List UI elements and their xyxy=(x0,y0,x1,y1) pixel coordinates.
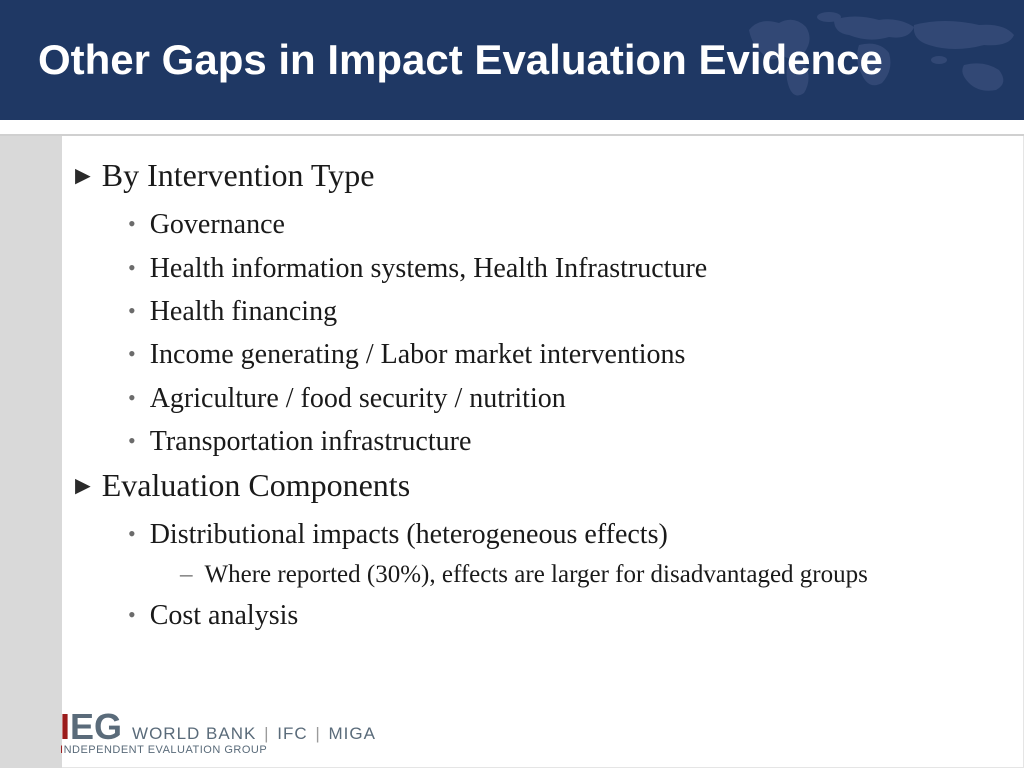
logo-orgs: WORLD BANK | IFC | MIGA xyxy=(132,724,376,744)
bullet-item: • Income generating / Labor market interv… xyxy=(128,333,993,376)
dot-bullet-icon: • xyxy=(128,207,136,241)
org-ifc: IFC xyxy=(277,724,307,743)
bullet-text: Health information systems, Health Infra… xyxy=(150,247,708,290)
bullet-text: Transportation infrastructure xyxy=(150,420,472,463)
bullet-item: • Health information systems, Health Infr… xyxy=(128,247,993,290)
dot-bullet-icon: • xyxy=(128,381,136,415)
bullet-text: Agriculture / food security / nutrition xyxy=(150,377,566,420)
logo-row-primary: IEG WORLD BANK | IFC | MIGA xyxy=(60,706,376,748)
section-heading: ►By Intervention Type xyxy=(70,154,993,197)
left-sidebar xyxy=(0,136,62,768)
bullet-text: Income generating / Labor market interve… xyxy=(150,333,686,376)
ieg-wordmark: IEG xyxy=(60,706,122,748)
tagline-text: NDEPENDENT EVALUATION GROUP xyxy=(64,744,268,756)
dot-bullet-icon: • xyxy=(128,294,136,328)
bullet-item: • Transportation infrastructure xyxy=(128,420,993,463)
sub-bullet-text: Where reported (30%), effects are larger… xyxy=(205,556,868,594)
org-separator: | xyxy=(313,724,322,743)
arrow-bullet-icon: ► xyxy=(70,158,96,193)
org-miga: MIGA xyxy=(329,724,376,743)
arrow-bullet-icon: ► xyxy=(70,468,96,503)
dash-bullet-icon: – xyxy=(180,556,193,594)
slide-title: Other Gaps in Impact Evaluation Evidence xyxy=(38,36,883,84)
bullet-item: • Cost analysis xyxy=(128,594,993,637)
section-heading: ►Evaluation Components xyxy=(70,464,993,507)
logo-tagline: INDEPENDENT EVALUATION GROUP xyxy=(60,744,376,756)
bullet-text: Health financing xyxy=(150,290,337,333)
content-area: ►By Intervention Type•Governance•Health … xyxy=(0,136,1024,768)
dot-bullet-icon: • xyxy=(128,517,136,551)
dot-bullet-icon: • xyxy=(128,251,136,285)
ieg-letter-i: I xyxy=(60,706,70,747)
bullet-item: • Governance xyxy=(128,203,993,246)
bullet-text: Cost analysis xyxy=(150,594,299,637)
bullet-text: Distributional impacts (heterogeneous ef… xyxy=(150,513,668,556)
bullet-item: • Health financing xyxy=(128,290,993,333)
dot-bullet-icon: • xyxy=(128,598,136,632)
section-heading-text: Evaluation Components xyxy=(102,464,410,507)
section-heading-text: By Intervention Type xyxy=(102,154,375,197)
org-separator: | xyxy=(262,724,271,743)
sub-bullet-item: –Where reported (30%), effects are large… xyxy=(180,556,993,594)
bullet-item: • Agriculture / food security / nutrition xyxy=(128,377,993,420)
footer-logo: IEG WORLD BANK | IFC | MIGA INDEPENDENT … xyxy=(60,706,376,756)
slide-body: ►By Intervention Type•Governance•Health … xyxy=(62,136,1024,768)
slide-header: Other Gaps in Impact Evaluation Evidence xyxy=(0,0,1024,120)
org-worldbank: WORLD BANK xyxy=(132,724,256,743)
dot-bullet-icon: • xyxy=(128,424,136,458)
bullet-item: • Distributional impacts (heterogeneous e… xyxy=(128,513,993,556)
bullet-text: Governance xyxy=(150,203,285,246)
dot-bullet-icon: • xyxy=(128,337,136,371)
ieg-letters-eg: EG xyxy=(70,706,122,747)
